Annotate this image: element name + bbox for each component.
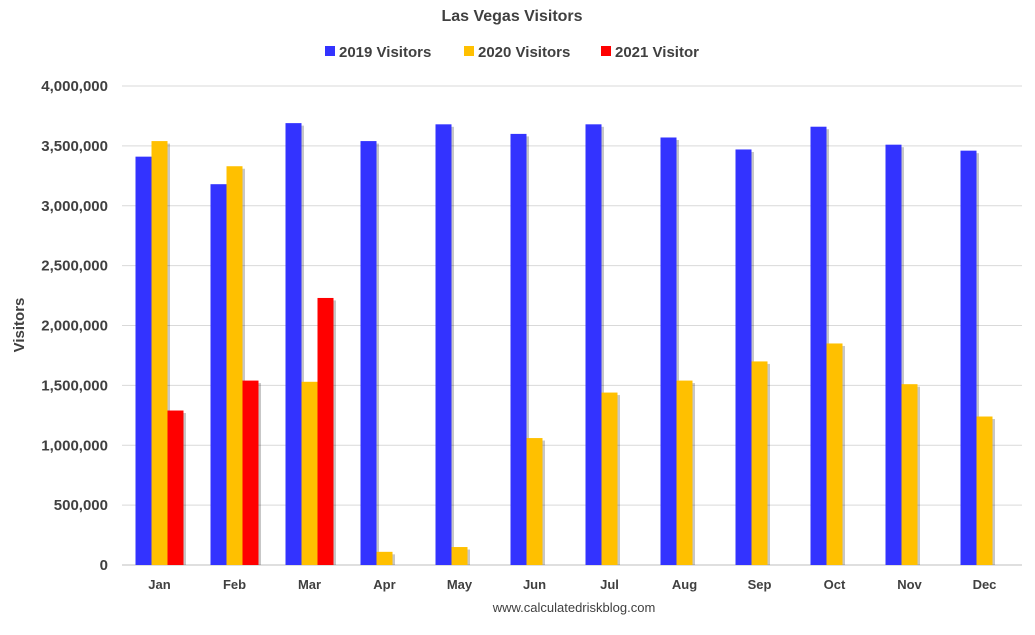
- x-tick-label: Jul: [600, 577, 619, 592]
- bar-2019-visitors-dec: [960, 150, 977, 566]
- y-tick-label: 4,000,000: [41, 78, 108, 95]
- legend-swatch: [601, 46, 611, 56]
- x-axis-ticks: Jan Feb Mar Apr May Jun Jul Aug Sep Oct Nov Dec: [148, 577, 996, 592]
- x-tick-label: May: [447, 577, 473, 592]
- y-tick-label: 0: [100, 557, 108, 574]
- bar-2019-visitors-aug: [660, 137, 677, 565]
- bar-2019-visitors-oct: [810, 126, 827, 565]
- chart-title: Las Vegas Visitors: [441, 8, 582, 25]
- bar-2019-visitors-feb: [210, 184, 227, 565]
- bar-2020-visitors-may: [451, 547, 468, 565]
- y-axis-ticks: 0 500,000 1,000,000 1,500,000 2,000,000 2,500…: [41, 78, 108, 574]
- legend-swatch: [464, 46, 474, 56]
- bar-2020-visitors-feb: [226, 166, 243, 566]
- bar-2020-visitors-mar: [301, 381, 318, 565]
- x-tick-label: Jan: [148, 577, 170, 592]
- bar-2019-visitors-may: [435, 124, 452, 565]
- y-tick-label: 500,000: [54, 497, 108, 514]
- gridlines: [122, 85, 1022, 566]
- legend-label: 2019 Visitors: [339, 44, 431, 61]
- x-tick-label: Jun: [523, 577, 546, 592]
- legend-label: 2020 Visitors: [478, 44, 570, 61]
- bar-2020-visitors-sep: [751, 361, 768, 565]
- y-tick-label: 3,000,000: [41, 198, 108, 215]
- legend-swatch: [325, 46, 335, 56]
- y-axis-label: Visitors: [11, 298, 28, 353]
- bars: [135, 123, 995, 566]
- y-tick-label: 2,500,000: [41, 258, 108, 275]
- bar-2020-visitors-oct: [826, 343, 843, 565]
- bar-2019-visitors-sep: [735, 149, 752, 565]
- x-tick-label: Dec: [973, 577, 997, 592]
- legend: 2019 Visitors 2020 Visitors 2021 Visitor: [325, 44, 699, 61]
- x-tick-label: Mar: [298, 577, 321, 592]
- bar-2020-visitors-jan: [151, 141, 168, 565]
- bar-2019-visitors-mar: [285, 123, 302, 565]
- bar-2019-visitors-jan: [135, 156, 152, 565]
- y-tick-label: 1,500,000: [41, 377, 108, 394]
- bar-2020-visitors-jul: [601, 392, 618, 565]
- source-text: www.calculatedriskblog.com: [492, 600, 656, 615]
- bar-2019-visitors-apr: [360, 141, 377, 565]
- x-tick-label: Apr: [373, 577, 395, 592]
- bar-2020-visitors-jun: [526, 438, 543, 565]
- y-tick-label: 2,000,000: [41, 318, 108, 335]
- x-tick-label: Nov: [897, 577, 922, 592]
- bar-2021-visitor-jan: [167, 410, 184, 565]
- bar-2019-visitors-jul: [585, 124, 602, 565]
- bar-2021-visitor-mar: [317, 297, 334, 565]
- bar-2020-visitors-aug: [676, 380, 693, 565]
- y-tick-label: 1,000,000: [41, 437, 108, 454]
- legend-label: 2021 Visitor: [615, 44, 699, 61]
- y-tick-label: 3,500,000: [41, 138, 108, 155]
- bar-2020-visitors-nov: [901, 384, 918, 565]
- bar-2020-visitors-apr: [376, 551, 393, 565]
- x-tick-label: Sep: [748, 577, 772, 592]
- x-tick-label: Feb: [223, 577, 246, 592]
- x-tick-label: Aug: [672, 577, 697, 592]
- x-tick-label: Oct: [824, 577, 846, 592]
- bar-2019-visitors-jun: [510, 133, 527, 565]
- bar-2019-visitors-nov: [885, 144, 902, 566]
- bar-2021-visitor-feb: [242, 380, 259, 565]
- bar-2020-visitors-dec: [976, 416, 993, 565]
